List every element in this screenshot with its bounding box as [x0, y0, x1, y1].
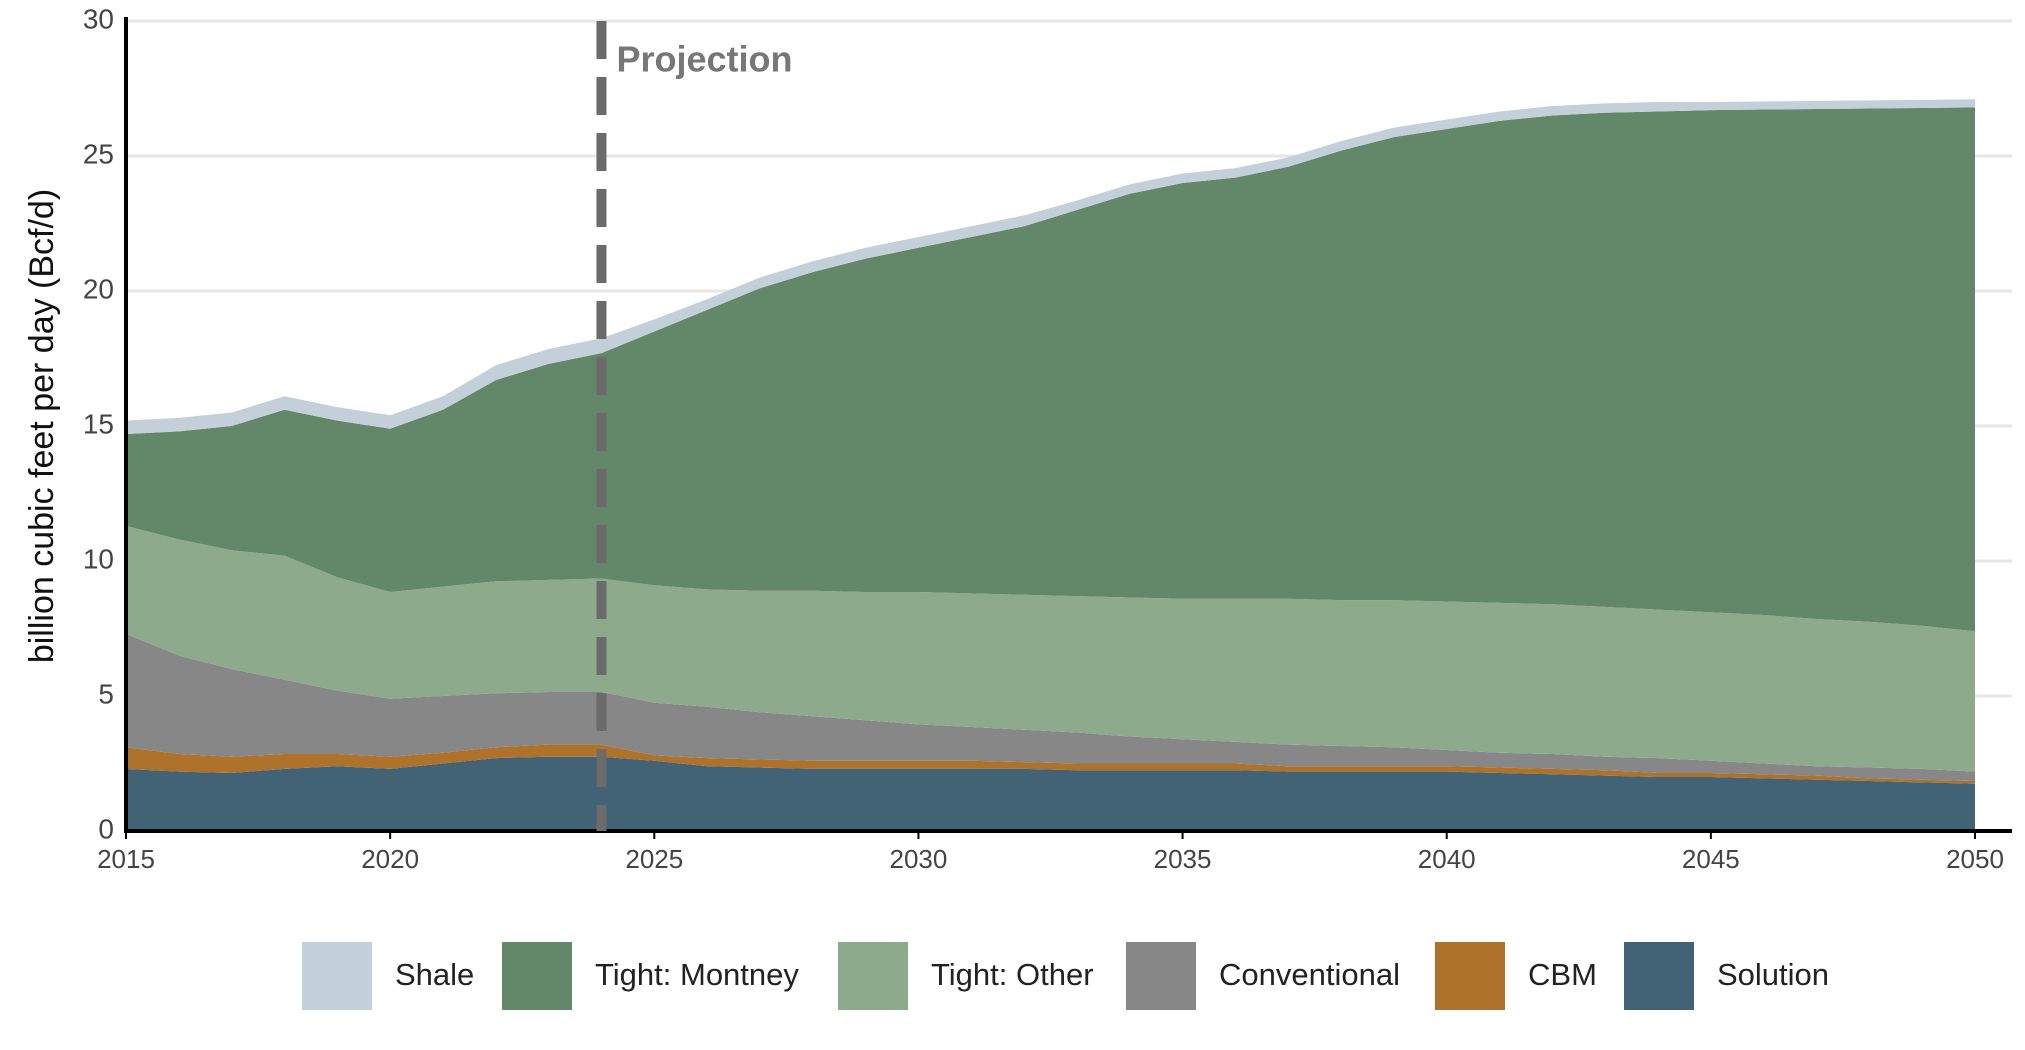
x-tick-label: 2030	[890, 844, 948, 874]
y-tick-label: 10	[83, 543, 114, 574]
area	[126, 107, 1975, 632]
area	[126, 633, 1975, 782]
legend-label: Solution	[1717, 957, 1829, 992]
projection-label: Projection	[616, 39, 792, 80]
legend-label: Tight: Montney	[595, 957, 799, 992]
x-tick-label: 2050	[1946, 844, 2004, 874]
legend-swatch	[502, 942, 572, 1010]
legend-label: CBM	[1528, 957, 1597, 992]
y-tick-label: 5	[98, 678, 114, 709]
y-axis-label: billion cubic feet per day (Bcf/d)	[23, 189, 61, 663]
legend-swatch	[1126, 942, 1196, 1010]
y-tick-label: 20	[83, 273, 114, 304]
x-tick-label: 2040	[1418, 844, 1476, 874]
y-tick-label: 15	[83, 408, 114, 439]
area	[126, 756, 1975, 831]
y-tick-label: 30	[83, 3, 114, 34]
x-tick-label: 2035	[1154, 844, 1212, 874]
legend-swatch	[302, 942, 372, 1010]
x-tick-label: 2020	[361, 844, 419, 874]
legend-swatch	[1624, 942, 1694, 1010]
x-tick-label: 2015	[97, 844, 155, 874]
x-tick-label: 2045	[1682, 844, 1740, 874]
legend-swatch	[838, 942, 908, 1010]
legend-label: Tight: Other	[931, 957, 1094, 992]
x-tick-label: 2025	[625, 844, 683, 874]
legend-label: Conventional	[1219, 957, 1400, 992]
area	[126, 525, 1975, 772]
area	[126, 99, 1975, 435]
y-tick-label: 25	[83, 138, 114, 169]
area	[126, 744, 1975, 784]
legend-label: Shale	[395, 957, 474, 992]
y-tick-label: 0	[98, 813, 114, 844]
legend-swatch	[1435, 942, 1505, 1010]
